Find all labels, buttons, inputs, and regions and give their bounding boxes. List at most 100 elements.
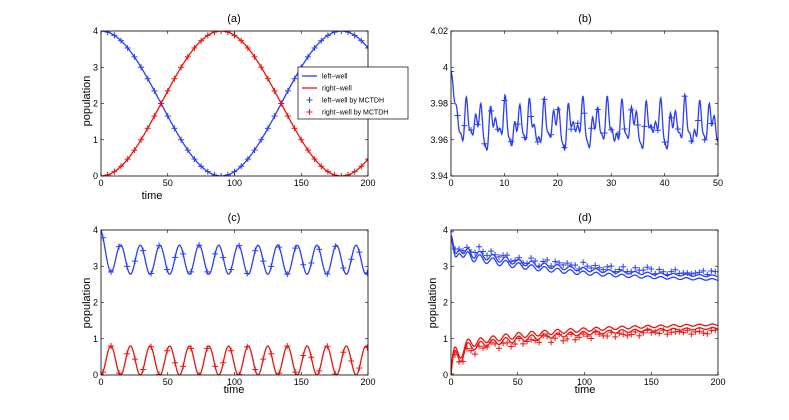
panel-d-marker bbox=[560, 261, 567, 268]
panel-a-marker bbox=[258, 136, 265, 143]
panel-d-marker bbox=[604, 333, 611, 340]
panel-b-marker bbox=[715, 141, 718, 148]
panel-b-marker bbox=[668, 114, 675, 121]
panel-b-marker bbox=[628, 106, 635, 113]
panel-d-marker bbox=[604, 263, 611, 270]
panel-d-marker bbox=[464, 244, 471, 251]
panel-d-marker bbox=[528, 255, 535, 262]
panel-d-marker bbox=[692, 328, 699, 335]
panel-a-marker bbox=[238, 37, 245, 44]
panel-d-marker bbox=[648, 266, 655, 273]
panel-d-marker bbox=[672, 266, 679, 273]
panel-d-marker bbox=[684, 269, 691, 276]
panel-c-series-line-1 bbox=[101, 345, 368, 375]
panel-d-marker bbox=[552, 335, 559, 342]
panel-d-series-line-2 bbox=[451, 326, 718, 375]
panel-d-marker bbox=[608, 263, 615, 270]
panel-c-marker bbox=[308, 354, 315, 361]
panel-d-marker bbox=[480, 345, 487, 352]
panel-b-marker bbox=[561, 144, 568, 151]
panel-a-marker bbox=[304, 53, 311, 60]
panel-d-marker bbox=[692, 269, 699, 276]
panel-d-marker bbox=[496, 345, 503, 352]
panel-b-marker bbox=[634, 121, 641, 128]
panel-a-marker bbox=[271, 87, 278, 94]
panel-d-marker bbox=[660, 327, 667, 334]
panel-a-series-group bbox=[101, 31, 368, 176]
panel-b-marker bbox=[568, 126, 575, 133]
legend: left−well right−well left−well by MCTDH … bbox=[297, 66, 409, 120]
panel-d-marker bbox=[544, 333, 551, 340]
panel-b-marker bbox=[601, 129, 608, 136]
panel-b-marker bbox=[528, 113, 535, 120]
panel-c-marker bbox=[276, 370, 283, 375]
panel-a-marker bbox=[164, 113, 171, 120]
panel-d-marker bbox=[648, 329, 655, 336]
panel-d-marker bbox=[596, 264, 603, 271]
panel-d-marker bbox=[580, 259, 587, 266]
panel-c-ylabel: population bbox=[81, 278, 93, 329]
panel-a-xtick-label: 150 bbox=[294, 178, 309, 188]
panel-d-marker bbox=[516, 254, 523, 261]
panel-a-marker bbox=[358, 163, 365, 170]
panel-c-xtick-label: 150 bbox=[294, 377, 309, 387]
panel-b-marker bbox=[701, 136, 708, 143]
panel-d-marker bbox=[528, 336, 535, 343]
panel-d-marker bbox=[636, 332, 643, 339]
panel-a-marker bbox=[164, 87, 171, 94]
panel-c-marker bbox=[356, 365, 363, 372]
panel-d-marker bbox=[608, 329, 615, 336]
panel-a-marker bbox=[264, 125, 271, 132]
panel-d-marker bbox=[532, 257, 539, 264]
panel-d-marker bbox=[452, 351, 459, 358]
panel-a-marker bbox=[204, 32, 211, 39]
panel-a-marker bbox=[118, 37, 125, 44]
panel-d-marker bbox=[548, 262, 555, 269]
panel-d-marker bbox=[472, 351, 479, 358]
panel-a-marker bbox=[344, 31, 351, 36]
panel-d-marker bbox=[612, 333, 619, 340]
panel-c-series-group bbox=[101, 230, 368, 375]
panel-c-marker bbox=[156, 242, 163, 249]
legend-label-right-well: right−well bbox=[322, 86, 352, 93]
panel-d-ytick-label: 3 bbox=[443, 261, 448, 271]
panel-c-marker bbox=[260, 356, 267, 363]
panel-a-marker bbox=[158, 100, 165, 107]
panel-a-marker bbox=[224, 171, 231, 176]
panel-b-marker bbox=[688, 138, 695, 145]
panel-d-ylabel: population bbox=[427, 278, 439, 329]
panel-d-marker bbox=[576, 265, 583, 272]
panel-c-marker bbox=[340, 265, 347, 272]
panel-a-marker bbox=[224, 31, 231, 36]
panel-c-xtick-label: 200 bbox=[360, 377, 375, 387]
panel-a-marker bbox=[184, 53, 191, 60]
panel-d-marker bbox=[676, 328, 683, 335]
panel-c-marker bbox=[188, 268, 195, 275]
panel-d-marker bbox=[484, 343, 491, 350]
panel-c-marker bbox=[324, 343, 331, 350]
panel-a-ytick-label: 3 bbox=[93, 62, 98, 72]
panel-c-series-line-0 bbox=[101, 230, 368, 275]
panel-d-marker bbox=[616, 266, 623, 273]
panel-b-xtick-label: 30 bbox=[606, 178, 616, 188]
panel-a-marker bbox=[284, 113, 291, 120]
panel-c-marker bbox=[332, 370, 339, 375]
panel-d-marker bbox=[664, 331, 671, 338]
panel-b-marker bbox=[494, 126, 501, 133]
panel-a-marker bbox=[291, 125, 298, 132]
panel-b-marker bbox=[514, 121, 521, 128]
panel-b-marker bbox=[594, 106, 601, 113]
panel-c-marker bbox=[124, 350, 131, 357]
panel-d-marker bbox=[556, 331, 563, 338]
panel-d-marker bbox=[540, 258, 547, 265]
panel-c-ytick-label: 1 bbox=[93, 334, 98, 344]
panel-c-marker bbox=[172, 359, 179, 366]
panel-d-marker bbox=[664, 271, 671, 278]
panel-a-marker bbox=[211, 171, 218, 176]
panel-d-xtick-label: 100 bbox=[577, 377, 592, 387]
panel-c-marker bbox=[324, 270, 331, 277]
panel-d-marker bbox=[696, 328, 703, 335]
panel-d-marker bbox=[712, 268, 718, 275]
panel-c-marker bbox=[204, 268, 211, 275]
